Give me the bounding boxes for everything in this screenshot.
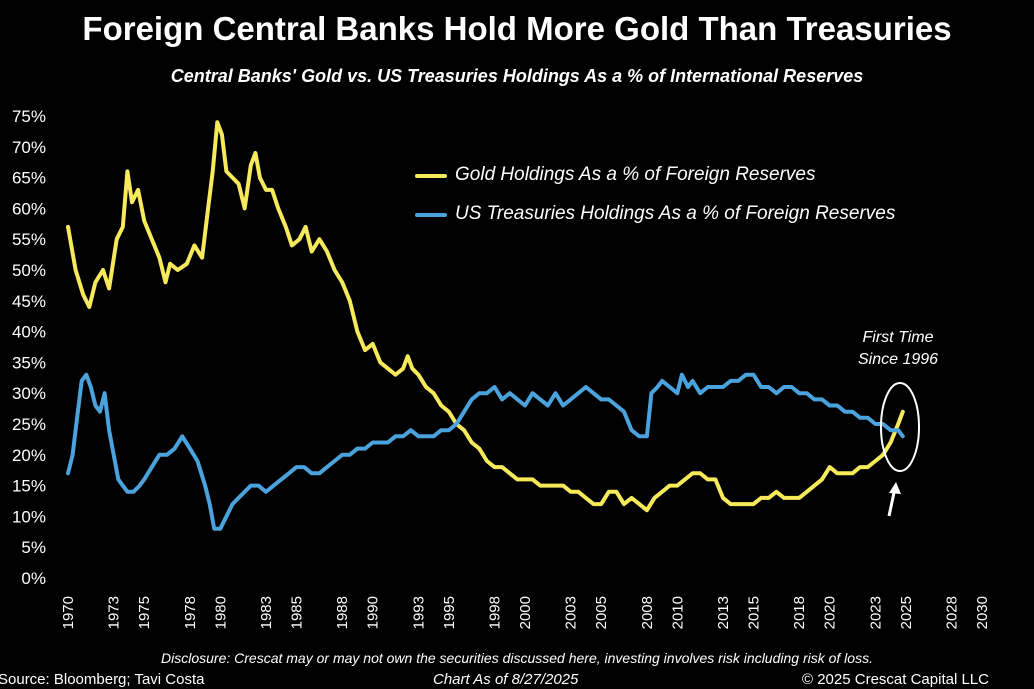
x-tick-label: 1970 [60, 596, 77, 629]
y-tick-label: 20% [12, 446, 46, 465]
y-tick-label: 5% [21, 538, 46, 557]
x-tick-label: 1993 [410, 596, 427, 629]
x-tick-label: 2025 [898, 596, 915, 629]
y-tick-label: 0% [21, 569, 46, 588]
annotation-line-1: First Time [862, 329, 934, 346]
x-tick-label: 2003 [563, 596, 580, 629]
y-tick-label: 10% [12, 507, 46, 526]
x-tick-label: 1973 [106, 596, 123, 629]
x-axis: 1970 1973 1975 1978 1980 1983 1985 1988 1990 1993… [60, 596, 991, 629]
x-tick-label: 1975 [136, 596, 153, 629]
y-axis: 0% 5% 10% 15% 20% 25% 30% 35% 40% 45% 50% 55% 60% 65%… [12, 107, 46, 588]
chart-subtitle: Central Banks' Gold vs. US Treasuries Ho… [170, 66, 864, 86]
series-layer [66, 120, 905, 531]
x-tick-label: 1998 [487, 596, 504, 629]
copyright-text: © 2025 Crescat Capital LLC [802, 671, 989, 688]
y-tick-label: 45% [12, 292, 46, 311]
as-of-date: Chart As of 8/27/2025 [433, 671, 579, 688]
x-tick-label: 2005 [593, 596, 610, 629]
x-tick-label: 2020 [822, 596, 839, 629]
x-tick-label: 2008 [639, 596, 656, 629]
y-tick-label: 55% [12, 230, 46, 249]
legend-gold-label: Gold Holdings As a % of Foreign Reserves [455, 164, 816, 185]
y-tick-label: 40% [12, 323, 46, 342]
annotation-arrow-head [889, 482, 901, 494]
y-tick-label: 15% [12, 477, 46, 496]
y-tick-label: 70% [12, 138, 46, 157]
x-tick-label: 1985 [289, 596, 306, 629]
disclosure-text: Disclosure: Crescat may or may not own t… [161, 650, 873, 666]
x-tick-label: 2013 [715, 596, 732, 629]
x-tick-label: 1990 [365, 596, 382, 629]
source-text: Source: Bloomberg; Tavi Costa [0, 671, 205, 688]
legend-treasuries-label: US Treasuries Holdings As a % of Foreign… [455, 203, 896, 224]
x-tick-label: 2010 [669, 596, 686, 629]
x-tick-label: 2018 [791, 596, 808, 629]
legend-gold-swatch [415, 174, 447, 178]
treasuries-series-line [66, 372, 905, 531]
x-tick-label: 2023 [867, 596, 884, 629]
x-tick-label: 2030 [974, 596, 991, 629]
x-tick-label: 2015 [746, 596, 763, 629]
y-tick-label: 25% [12, 415, 46, 434]
annotation-line-2: Since 1996 [857, 351, 939, 368]
legend-treasuries-swatch [415, 213, 447, 217]
x-tick-label: 1995 [441, 596, 458, 629]
x-tick-label: 1978 [182, 596, 199, 629]
y-tick-label: 35% [12, 353, 46, 372]
x-tick-label: 2000 [517, 596, 534, 629]
chart-title: Foreign Central Banks Hold More Gold Tha… [82, 10, 952, 47]
y-tick-label: 75% [12, 107, 46, 126]
highlight-ellipse [880, 382, 920, 472]
y-tick-label: 30% [12, 384, 46, 403]
x-tick-label: 1980 [212, 596, 229, 629]
y-tick-label: 50% [12, 261, 46, 280]
x-tick-label: 2028 [944, 596, 961, 629]
annotation-note: First Time Since 1996 [853, 327, 943, 371]
y-tick-label: 60% [12, 199, 46, 218]
x-tick-label: 1988 [334, 596, 351, 629]
y-tick-label: 65% [12, 169, 46, 188]
x-tick-label: 1983 [258, 596, 275, 629]
